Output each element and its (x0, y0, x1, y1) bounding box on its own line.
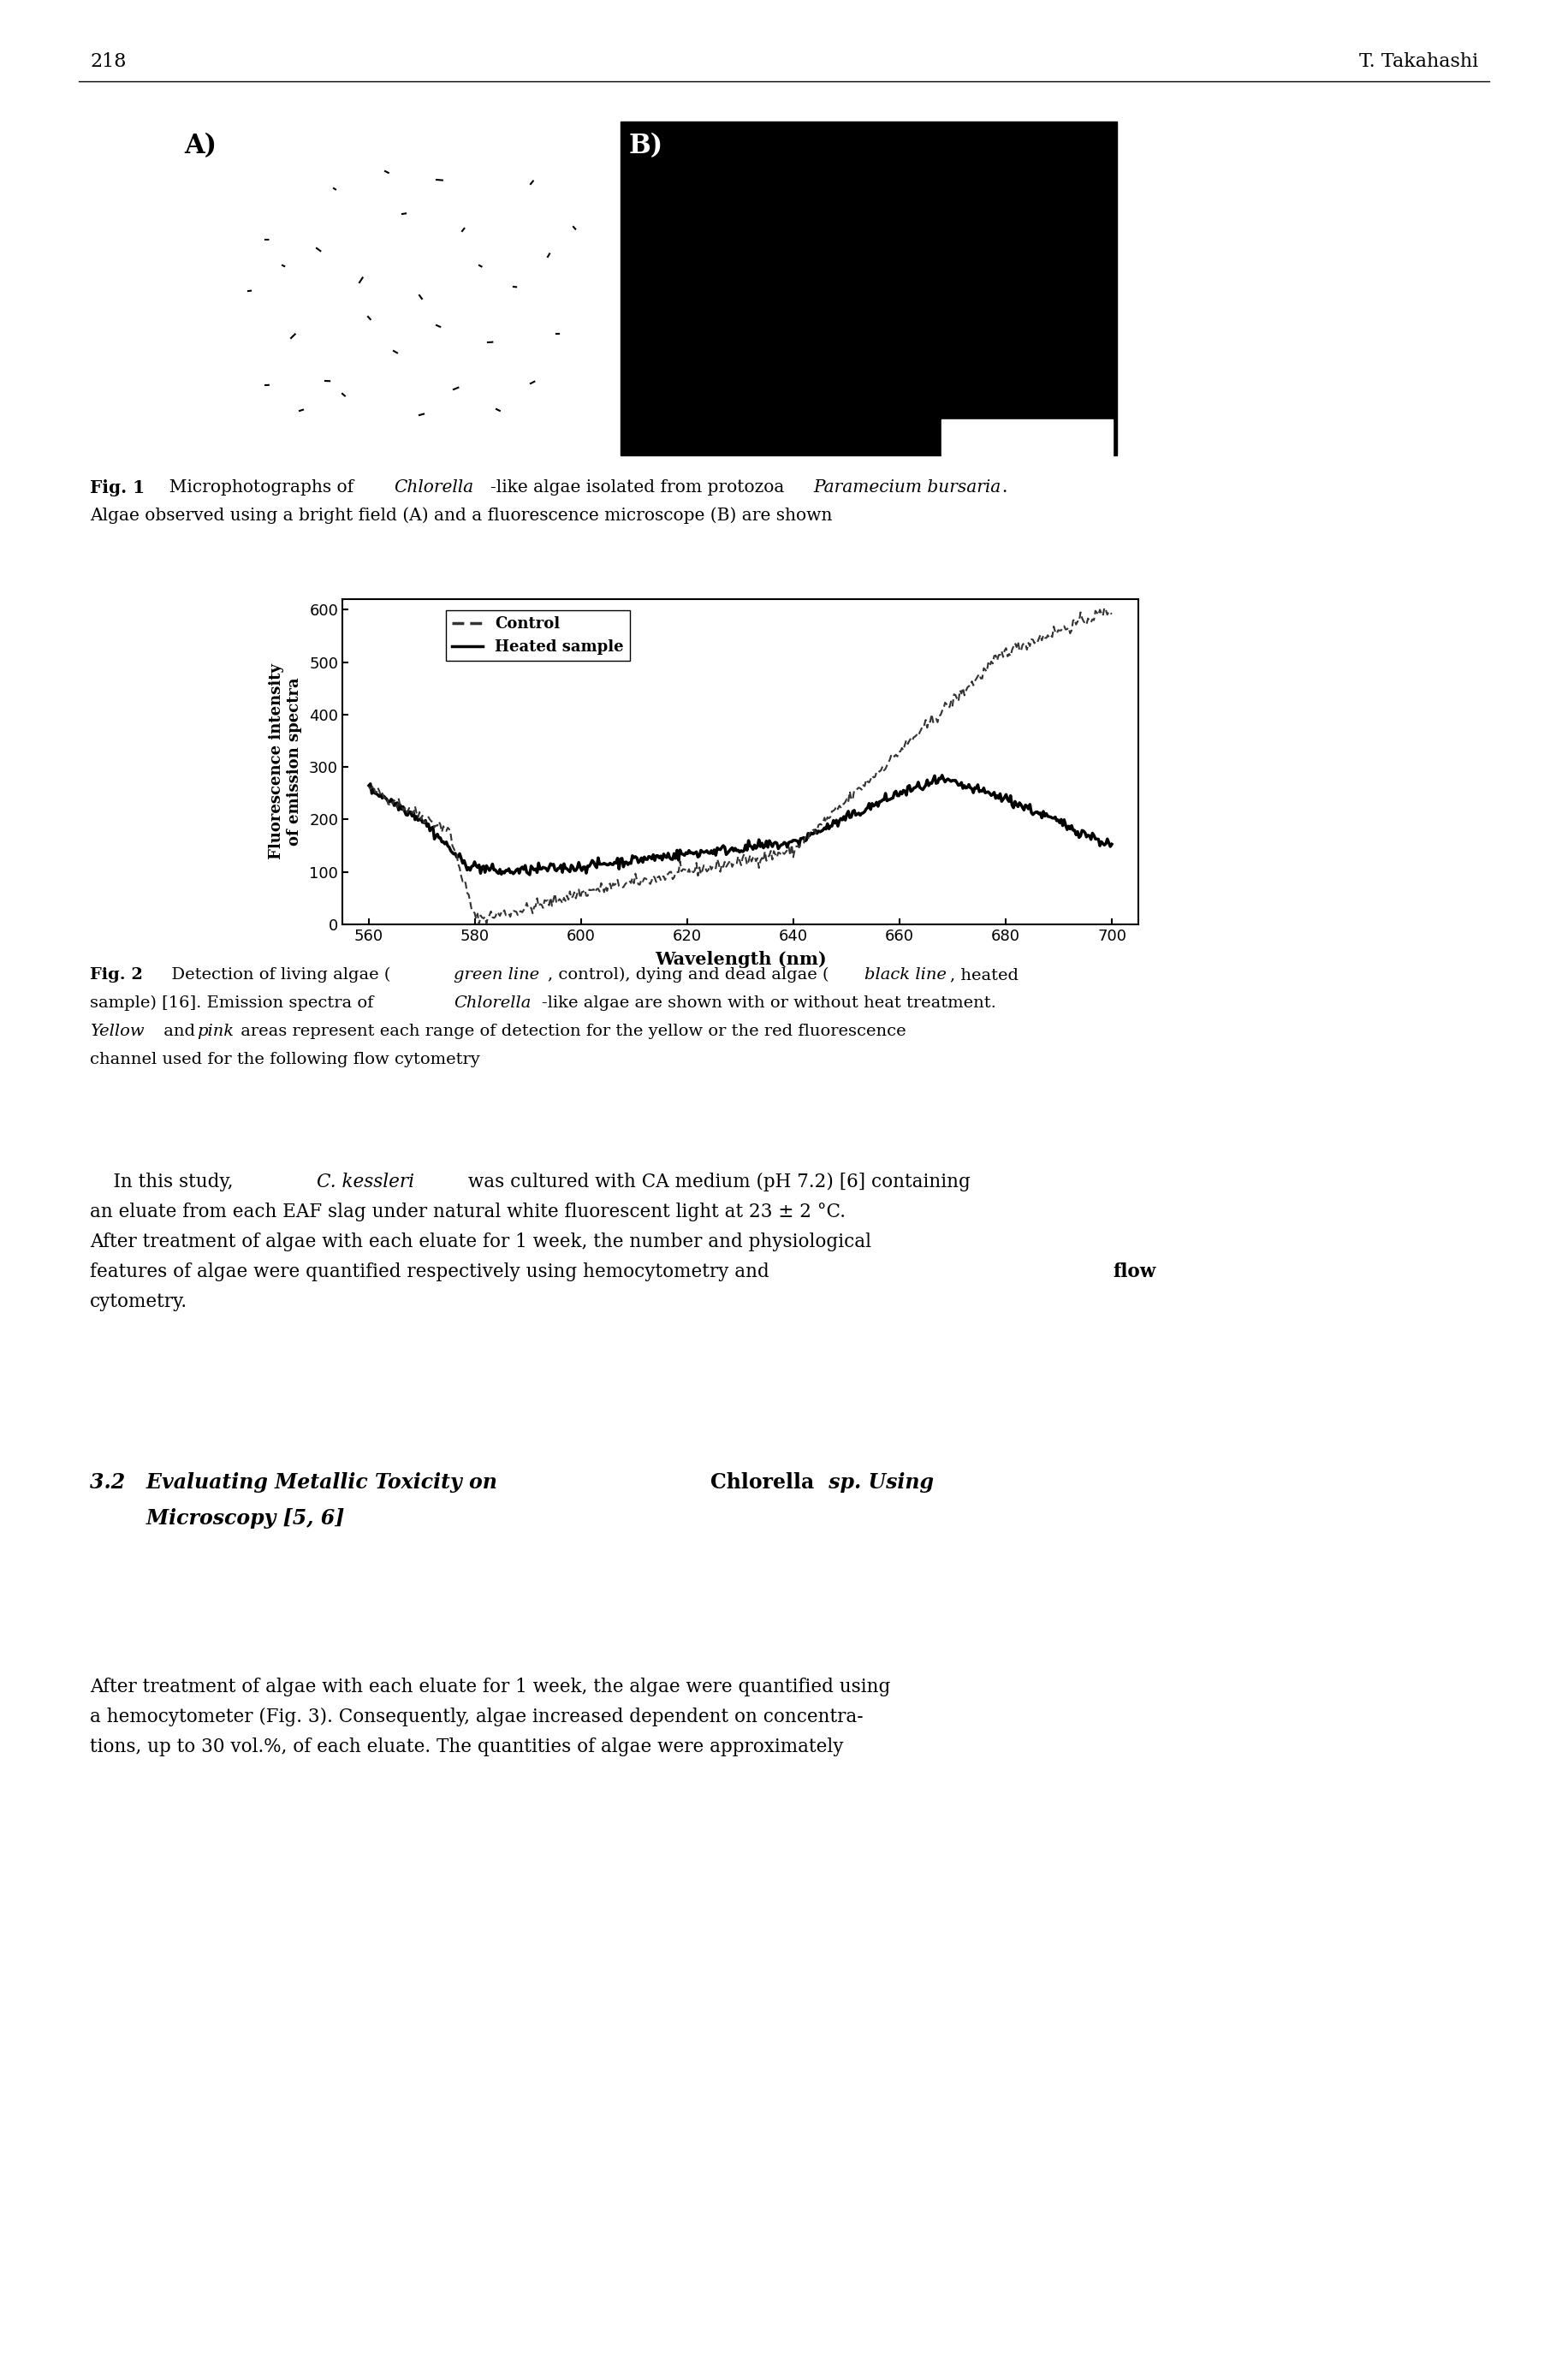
Text: .: . (1002, 480, 1007, 497)
Legend: Control, Heated sample: Control, Heated sample (445, 611, 630, 661)
Text: B): B) (629, 133, 663, 159)
Text: -like algae isolated from protozoa: -like algae isolated from protozoa (491, 480, 790, 497)
Text: Fig. 2: Fig. 2 (89, 967, 143, 984)
Text: sp. Using: sp. Using (822, 1473, 935, 1492)
Text: , heated: , heated (950, 967, 1019, 984)
Text: Detection of living algae (: Detection of living algae ( (162, 967, 390, 984)
Text: and: and (158, 1024, 201, 1038)
Text: After treatment of algae with each eluate for 1 week, the number and physiologic: After treatment of algae with each eluat… (89, 1233, 872, 1252)
Text: Microscopy [5, 6]: Microscopy [5, 6] (89, 1509, 345, 1528)
Text: -like algae are shown with or without heat treatment.: -like algae are shown with or without he… (543, 996, 996, 1010)
Text: In this study,: In this study, (89, 1174, 238, 1190)
Text: black line: black line (864, 967, 947, 984)
Text: After treatment of algae with each eluate for 1 week, the algae were quantified : After treatment of algae with each eluat… (89, 1677, 891, 1696)
Bar (621, 121, 1116, 456)
Text: Fig. 1: Fig. 1 (89, 480, 144, 497)
Text: Chlorella: Chlorella (394, 480, 474, 497)
Text: tions, up to 30 vol.%, of each eluate. The quantities of algae were approximatel: tions, up to 30 vol.%, of each eluate. T… (89, 1737, 844, 1756)
Text: a hemocytometer (Fig. 3). Consequently, algae increased dependent on concentra-: a hemocytometer (Fig. 3). Consequently, … (89, 1708, 864, 1727)
Bar (941, 421, 1113, 459)
X-axis label: Wavelength (nm): Wavelength (nm) (654, 950, 826, 967)
Text: areas represent each range of detection for the yellow or the red fluorescence: areas represent each range of detection … (235, 1024, 906, 1038)
Text: was cultured with CA medium (pH 7.2) [6] containing: was cultured with CA medium (pH 7.2) [6]… (463, 1174, 971, 1190)
Text: Yellow: Yellow (89, 1024, 144, 1038)
Text: green line: green line (453, 967, 539, 984)
Text: T. Takahashi: T. Takahashi (1359, 52, 1479, 71)
Text: channel used for the following flow cytometry: channel used for the following flow cyto… (89, 1053, 480, 1067)
Text: Algae observed using a bright field (A) and a fluorescence microscope (B) are sh: Algae observed using a bright field (A) … (89, 506, 833, 523)
Text: cytometry.: cytometry. (89, 1293, 188, 1312)
Text: A): A) (183, 133, 216, 159)
Text: Chlorella: Chlorella (453, 996, 532, 1010)
Text: Chlorella: Chlorella (710, 1473, 814, 1492)
Y-axis label: Fluorescence intensity
of emission spectra: Fluorescence intensity of emission spect… (268, 663, 303, 860)
Text: 3.2   Evaluating Metallic Toxicity on: 3.2 Evaluating Metallic Toxicity on (89, 1473, 505, 1492)
Text: , control), dying and dead algae (: , control), dying and dead algae ( (547, 967, 829, 984)
Text: features of algae were quantified respectively using hemocytometry and: features of algae were quantified respec… (89, 1262, 775, 1281)
Text: flow: flow (1113, 1262, 1156, 1281)
Text: 218: 218 (89, 52, 127, 71)
Text: sample) [16]. Emission spectra of: sample) [16]. Emission spectra of (89, 996, 379, 1012)
Text: Microphotographs of: Microphotographs of (158, 480, 359, 497)
Text: pink: pink (198, 1024, 234, 1038)
Text: C. kessleri: C. kessleri (317, 1174, 414, 1190)
Text: an eluate from each EAF slag under natural white fluorescent light at 23 ± 2 °C.: an eluate from each EAF slag under natur… (89, 1202, 845, 1221)
Text: Paramecium bursaria: Paramecium bursaria (814, 480, 1000, 497)
